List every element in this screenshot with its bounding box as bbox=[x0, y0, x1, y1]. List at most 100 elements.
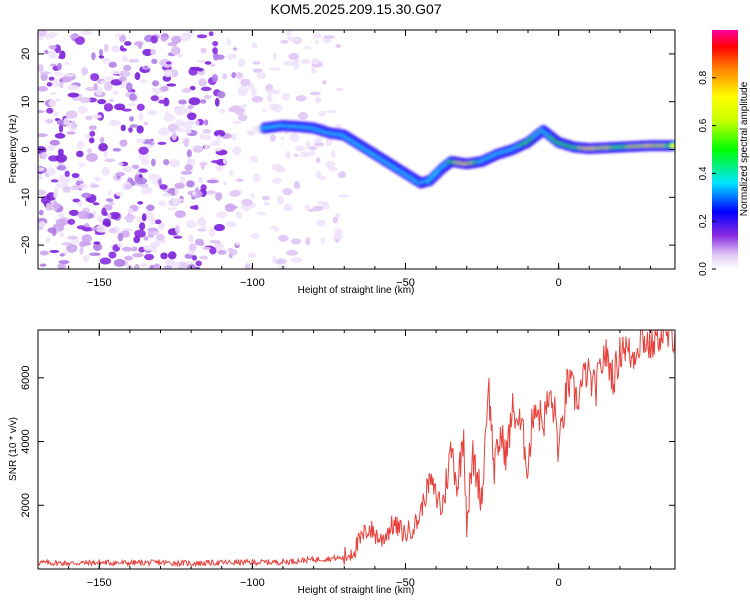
noise-speckle bbox=[96, 215, 104, 223]
noise-speckle bbox=[186, 112, 197, 121]
noise-speckle bbox=[289, 37, 302, 43]
noise-region bbox=[38, 30, 349, 269]
noise-speckle bbox=[235, 241, 241, 246]
noise-speckle bbox=[167, 42, 178, 47]
noise-speckle bbox=[263, 201, 270, 206]
noise-speckle bbox=[135, 138, 146, 143]
noise-speckle bbox=[127, 103, 136, 107]
noise-speckle bbox=[202, 134, 212, 140]
noise-speckle bbox=[139, 183, 149, 188]
noise-speckle bbox=[120, 47, 127, 52]
x-tick-label: −100 bbox=[240, 577, 265, 589]
noise-speckle bbox=[313, 34, 323, 39]
noise-speckle bbox=[174, 224, 180, 234]
x-tick-label: 0 bbox=[556, 277, 562, 289]
noise-speckle bbox=[232, 120, 242, 125]
noise-speckle bbox=[204, 144, 210, 150]
noise-speckle bbox=[217, 250, 227, 255]
noise-speckle bbox=[38, 189, 47, 196]
noise-speckle bbox=[251, 42, 258, 49]
noise-speckle bbox=[71, 173, 80, 178]
noise-speckle bbox=[306, 140, 311, 150]
noise-speckle bbox=[101, 166, 111, 176]
noise-speckle bbox=[48, 76, 55, 81]
colorbar-tick-labels: 0.0 0.2 0.4 0.6 0.8 bbox=[698, 70, 716, 276]
noise-speckle bbox=[250, 193, 255, 199]
noise-speckle bbox=[143, 65, 149, 70]
noise-speckle bbox=[107, 213, 112, 219]
noise-speckle bbox=[198, 176, 204, 184]
noise-speckle bbox=[212, 40, 219, 47]
noise-speckle bbox=[166, 83, 177, 87]
noise-speckle bbox=[213, 147, 222, 152]
noise-speckle bbox=[150, 241, 161, 248]
noise-speckle bbox=[72, 123, 78, 128]
noise-speckle bbox=[288, 52, 300, 61]
noise-speckle bbox=[98, 55, 105, 59]
noise-speckle bbox=[38, 64, 44, 72]
colorbar: 0.0 0.2 0.4 0.6 0.8 Normalized spectral ampl… bbox=[698, 30, 750, 276]
noise-speckle bbox=[54, 98, 61, 102]
noise-speckle bbox=[151, 87, 157, 93]
noise-speckle bbox=[174, 182, 185, 189]
noise-speckle bbox=[316, 157, 321, 164]
noise-speckle bbox=[160, 36, 168, 42]
noise-speckle bbox=[312, 205, 324, 212]
noise-speckle bbox=[46, 82, 53, 87]
noise-speckle bbox=[180, 32, 191, 42]
noise-speckle bbox=[186, 220, 197, 229]
noise-speckle bbox=[99, 257, 112, 265]
noise-speckle bbox=[104, 82, 113, 91]
y-tick-label: 0 bbox=[20, 146, 32, 152]
noise-speckle bbox=[44, 49, 49, 55]
noise-speckle bbox=[266, 89, 277, 95]
noise-speckle bbox=[320, 237, 326, 245]
noise-speckle bbox=[169, 158, 181, 168]
noise-speckle bbox=[303, 46, 311, 50]
colorbar-tick-label: 0.2 bbox=[698, 214, 709, 228]
noise-speckle bbox=[235, 178, 244, 183]
x-axis-label-top: Height of straight line (km) bbox=[298, 285, 415, 296]
noise-speckle bbox=[92, 202, 100, 206]
noise-speckle bbox=[200, 47, 207, 54]
noise-speckle bbox=[163, 97, 170, 107]
noise-speckle bbox=[237, 58, 246, 68]
noise-speckle bbox=[74, 36, 85, 45]
noise-speckle bbox=[188, 97, 201, 106]
noise-speckle bbox=[57, 148, 64, 156]
noise-speckle bbox=[38, 174, 44, 180]
noise-speckle bbox=[77, 210, 89, 220]
noise-speckle bbox=[72, 198, 81, 203]
colorbar-label: Normalized spectral amplitude bbox=[739, 81, 750, 216]
x-tick-labels-top: −150 −100 −50 0 bbox=[87, 277, 562, 289]
noise-speckle bbox=[45, 237, 51, 243]
noise-speckle bbox=[204, 119, 209, 126]
noise-speckle bbox=[115, 191, 124, 197]
noise-speckle bbox=[222, 181, 228, 186]
noise-speckle bbox=[80, 30, 93, 36]
noise-speckle bbox=[316, 219, 326, 227]
noise-speckle bbox=[159, 58, 171, 67]
x-axis-label-bottom: Height of straight line (km) bbox=[298, 585, 415, 596]
noise-speckle bbox=[285, 150, 291, 159]
noise-speckle bbox=[214, 97, 220, 107]
noise-speckle bbox=[110, 70, 121, 75]
noise-speckle bbox=[77, 105, 88, 114]
noise-speckle bbox=[136, 125, 144, 134]
noise-speckle bbox=[158, 127, 170, 136]
noise-speckle bbox=[64, 61, 71, 65]
noise-speckle bbox=[277, 234, 289, 242]
noise-speckle bbox=[313, 142, 325, 147]
noise-speckle bbox=[138, 112, 144, 121]
snr-series-line bbox=[38, 330, 675, 568]
noise-speckle bbox=[38, 30, 48, 37]
ridge-peak bbox=[669, 144, 675, 148]
noise-speckle bbox=[70, 240, 80, 244]
noise-speckle bbox=[325, 137, 333, 146]
noise-speckle bbox=[67, 84, 80, 91]
y-tick-label: 20 bbox=[20, 48, 32, 60]
noise-speckle bbox=[108, 98, 115, 103]
noise-speckle bbox=[69, 34, 80, 39]
noise-speckle bbox=[310, 150, 315, 156]
